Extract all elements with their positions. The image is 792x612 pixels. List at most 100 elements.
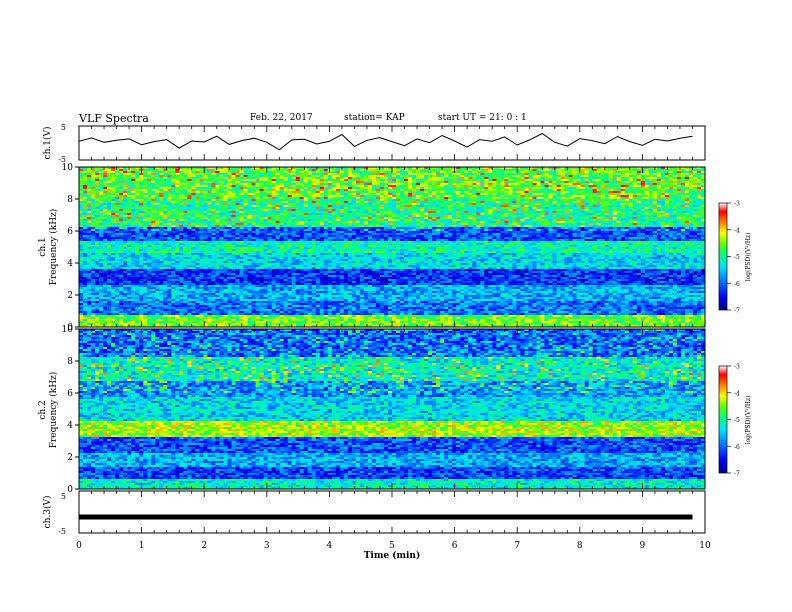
- ch1-spectrogram-cell: [468, 205, 472, 207]
- ch1-spectrogram-cell: [633, 179, 637, 181]
- ch1-spectrogram-cell: [561, 217, 565, 219]
- ch1-spectrogram-cell: [629, 211, 633, 213]
- ch1-spectrogram-cell: [364, 211, 368, 213]
- ch1-spectrogram-cell: [260, 221, 264, 223]
- ch1-spectrogram-cell: [336, 205, 340, 207]
- ch1-spectrogram-cell: [440, 189, 444, 191]
- ch1-spectrogram-cell: [360, 175, 364, 177]
- ch1-spectrogram-cell: [629, 169, 633, 171]
- ch1-spectrogram-cell: [669, 209, 673, 211]
- ch1-spectrogram-cell: [320, 211, 324, 213]
- ch1-spectrogram-cell: [139, 229, 143, 231]
- ch1-spectrogram-cell: [155, 229, 159, 231]
- ch1-spectrogram-cell: [236, 197, 240, 199]
- ch1-spectrogram-cell: [248, 177, 252, 179]
- ch1-spectrogram-cell: [244, 187, 248, 189]
- ch1-spectrogram-cell: [681, 211, 685, 213]
- ch1-spectrogram-cell: [452, 225, 456, 227]
- ch1-spectrogram-cell: [689, 189, 693, 191]
- ch1-spectrogram-cell: [573, 201, 577, 203]
- ch1-spectrogram-cell: [629, 223, 633, 225]
- ch1-spectrogram-cell: [665, 169, 669, 171]
- ch1-spectrogram-cell: [348, 169, 352, 171]
- ch1-spectrogram-cell: [629, 171, 633, 173]
- ch1-spectrogram-cell: [240, 221, 244, 223]
- ch1-spectrogram-cell: [179, 171, 183, 173]
- ch1-spectrogram-cell: [95, 183, 99, 185]
- ch1-spectrogram-cell: [340, 207, 344, 209]
- ch1-spectrogram-cell: [296, 187, 300, 189]
- ch1-spectrogram-cell: [617, 205, 621, 207]
- ch1-spectrogram-cell: [372, 173, 376, 175]
- ch1-spectrogram-cell: [565, 169, 569, 171]
- ch1-spectrogram-cell: [171, 221, 175, 223]
- ch1-spectrogram-cell: [328, 185, 332, 187]
- ch1-spectrogram-cell: [368, 185, 372, 187]
- ch1-spectrogram-cell: [516, 205, 520, 207]
- ch1-spectrogram-cell: [669, 217, 673, 219]
- ch1-spectrogram-cell: [440, 187, 444, 189]
- ch1-spectrogram-cell: [248, 227, 252, 229]
- ch1-spectrogram-cell: [677, 207, 681, 209]
- ch1-spectrogram-cell: [400, 195, 404, 197]
- ch1-spectrogram-cell: [512, 185, 516, 187]
- ch1-spectrogram-cell: [183, 177, 187, 179]
- ch1-spectrogram-cell: [256, 193, 260, 195]
- ch1-spectrogram-cell: [416, 171, 420, 173]
- ch1-spectrogram-cell: [296, 209, 300, 211]
- ch1-spectrogram-cell: [175, 177, 179, 179]
- ch1-spectrogram-cell: [248, 191, 252, 193]
- ch1-spectrogram-cell: [91, 219, 95, 221]
- ch1-spectrogram-cell: [151, 173, 155, 175]
- ch1-spectrogram-cell: [464, 219, 468, 221]
- ch1-spectrogram-cell: [408, 229, 412, 231]
- ch1-spectrogram-cell: [649, 177, 653, 179]
- ch1-spectrogram-cell: [536, 191, 540, 193]
- ch1-spectrogram-cell: [292, 223, 296, 225]
- ch1-spectrogram-cell: [264, 169, 268, 171]
- ch1-spectrogram-cell: [609, 199, 613, 201]
- ch1-spectrogram-cell: [569, 225, 573, 227]
- ch1-spectrogram-cell: [83, 195, 87, 197]
- ch1-spectrogram-cell: [553, 217, 557, 219]
- ch1-spectrogram-cell: [91, 179, 95, 181]
- ch1-spectrogram-cell: [288, 189, 292, 191]
- ch1-spectrogram-cell: [420, 199, 424, 201]
- ch1-spectrogram-cell: [143, 181, 147, 183]
- ch1-spectrogram-cell: [95, 225, 99, 227]
- ch1-spectrogram-cell: [388, 227, 392, 229]
- ch1-spectrogram-cell: [300, 215, 304, 217]
- ch1-spectrogram-cell: [340, 203, 344, 205]
- ch1-spectrogram-cell: [219, 179, 223, 181]
- ch1-spectrogram-cell: [155, 171, 159, 173]
- ch1-spectrogram-cell: [540, 193, 544, 195]
- ch1-spectrogram-cell: [689, 191, 693, 193]
- ch1-spectrogram-cell: [215, 219, 219, 221]
- ch1-spectrogram-cell: [516, 179, 520, 181]
- ch1-spectrogram-cell: [496, 175, 500, 177]
- ch1-spectrogram-cell: [171, 175, 175, 177]
- ch1-spectrogram-cell: [597, 191, 601, 193]
- ch1-spectrogram-cell: [296, 189, 300, 191]
- ch1-spectrogram-cell: [388, 201, 392, 203]
- ch1-spectrogram-cell: [601, 175, 605, 177]
- ch1-spectrogram-cell: [284, 185, 288, 187]
- ch1-spectrogram-cell: [175, 175, 179, 177]
- ch1-spectrogram-cell: [284, 197, 288, 199]
- ch1-spectrogram-cell: [404, 173, 408, 175]
- ch1-spectrogram-cell: [324, 211, 328, 213]
- ch1-spectrogram-cell: [444, 179, 448, 181]
- ch1-spectrogram-cell: [135, 227, 139, 229]
- ch1-spectrogram-cell: [492, 221, 496, 223]
- ch1-spectrogram-cell: [384, 215, 388, 217]
- ch1-spectrogram-cell: [681, 173, 685, 175]
- ch1-spectrogram-cell: [79, 209, 83, 211]
- ch1-spectrogram-cell: [657, 207, 661, 209]
- ch1-spectrogram-cell: [585, 223, 589, 225]
- ch1-spectrogram-cell: [424, 197, 428, 199]
- ch1-spectrogram-cell: [284, 173, 288, 175]
- ch1-spectrogram-cell: [320, 189, 324, 191]
- ch1-spectrogram-cell: [312, 227, 316, 229]
- ch1-spectrogram-cell: [428, 173, 432, 175]
- ch1-spectrogram-cell: [657, 197, 661, 199]
